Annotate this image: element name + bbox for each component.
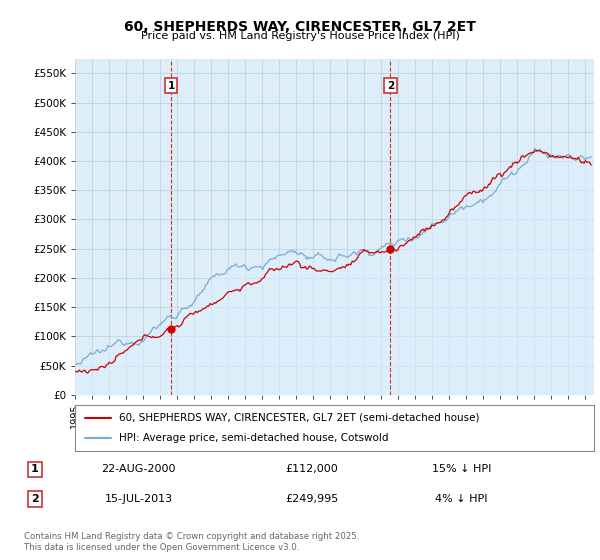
Text: 1: 1 [31,464,39,474]
Text: Contains HM Land Registry data © Crown copyright and database right 2025.
This d: Contains HM Land Registry data © Crown c… [24,532,359,552]
Text: 22-AUG-2000: 22-AUG-2000 [101,464,176,474]
Text: 60, SHEPHERDS WAY, CIRENCESTER, GL7 2ET: 60, SHEPHERDS WAY, CIRENCESTER, GL7 2ET [124,20,476,34]
Text: 15% ↓ HPI: 15% ↓ HPI [431,464,491,474]
Text: 60, SHEPHERDS WAY, CIRENCESTER, GL7 2ET (semi-detached house): 60, SHEPHERDS WAY, CIRENCESTER, GL7 2ET … [119,413,479,423]
Text: HPI: Average price, semi-detached house, Cotswold: HPI: Average price, semi-detached house,… [119,433,389,443]
Text: 2: 2 [387,81,394,91]
Text: 2: 2 [31,494,39,504]
Text: Price paid vs. HM Land Registry's House Price Index (HPI): Price paid vs. HM Land Registry's House … [140,31,460,41]
Text: £112,000: £112,000 [285,464,338,474]
Text: £249,995: £249,995 [285,494,338,504]
Text: 15-JUL-2013: 15-JUL-2013 [104,494,173,504]
Text: 4% ↓ HPI: 4% ↓ HPI [435,494,488,504]
Text: 1: 1 [167,81,175,91]
